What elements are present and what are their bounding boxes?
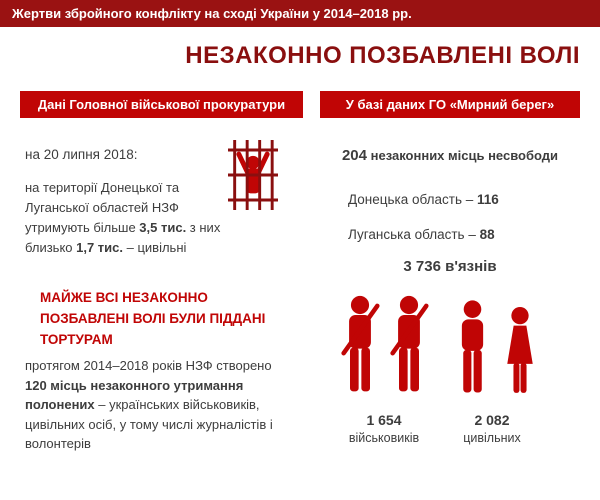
p2-bold-120: 120 місць незаконного утримання полонени… — [25, 377, 244, 413]
stat-prisoners-label: в'язнів — [440, 258, 497, 275]
left-column-header-text: Дані Головної військової прокуратури — [37, 97, 286, 112]
stat-places-value: 204 — [341, 147, 367, 164]
stat-places-label: незаконних місць несвободи — [367, 148, 559, 163]
soldier-icon — [340, 289, 380, 406]
soldier-icon — [389, 289, 429, 406]
military-count-label: військовиків — [348, 431, 420, 445]
civilian-count-value: 2 082 — [474, 412, 510, 428]
stat-luhansk-label: Луганська область – — [348, 227, 480, 242]
right-column-header-text: У базі даних ГО «Мирний берег» — [345, 97, 555, 112]
torture-highlight: МАЙЖЕ ВСІ НЕЗАКОННО ПОЗБАВЛЕНІ ВОЛІ БУЛИ… — [40, 290, 266, 347]
date-line: на 20 липня 2018: — [25, 147, 138, 162]
stat-prisoners-total: 3 736 в'язнів — [320, 258, 580, 275]
female-civilian-icon — [500, 303, 540, 406]
stat-detention-places: 204 незаконних місць несвободи — [320, 147, 580, 164]
stat-prisoners-value: 3 736 — [403, 258, 441, 275]
right-column-header: У базі даних ГО «Мирний берег» — [320, 91, 580, 118]
prisoner-behind-bars-icon — [228, 140, 278, 210]
civilian-count: 2 082 цивільних — [440, 412, 544, 445]
military-count: 1 654 військовиків — [336, 412, 432, 445]
p1-text-1: на території Донецької та Луганської обл… — [25, 180, 180, 236]
p1-text-2: з них близько — [25, 220, 221, 256]
top-banner-text: Жертви збройного конфлікту на сході Укра… — [12, 6, 412, 21]
p1-text-3: – цивільні — [123, 240, 187, 256]
stat-donetsk-label: Донецька область – — [348, 192, 477, 207]
stat-donetsk-value: 116 — [477, 192, 499, 207]
paragraph-detention-sites: протягом 2014–2018 років НЗФ створено 12… — [25, 356, 295, 454]
stat-luhansk-value: 88 — [479, 227, 495, 242]
civilian-count-label: цивільних — [463, 431, 521, 445]
top-banner: Жертви збройного конфлікту на сході Укра… — [0, 0, 600, 27]
civilian-figures-group — [454, 296, 540, 406]
military-count-value: 1 654 — [366, 412, 402, 428]
military-figures-group — [340, 289, 429, 406]
prisoners-pictogram — [340, 286, 540, 406]
left-column-header: Дані Головної військової прокуратури — [20, 91, 303, 118]
p2-text-2: – українських військовиків, цивільних ос… — [25, 397, 273, 451]
paragraph-detained-totals: на території Донецької та Луганської обл… — [25, 178, 225, 259]
p1-bold-3500: 3,5 тис. — [139, 220, 187, 236]
page-title: НЕЗАКОННО ПОЗБАВЛЕНІ ВОЛІ — [185, 42, 580, 69]
stat-donetsk: Донецька область – 116 — [348, 192, 499, 207]
p2-text-1: протягом 2014–2018 років НЗФ створено — [25, 358, 272, 373]
male-civilian-icon — [454, 296, 491, 406]
stat-luhansk: Луганська область – 88 — [348, 227, 495, 242]
p1-bold-1700: 1,7 тис. — [76, 240, 124, 256]
